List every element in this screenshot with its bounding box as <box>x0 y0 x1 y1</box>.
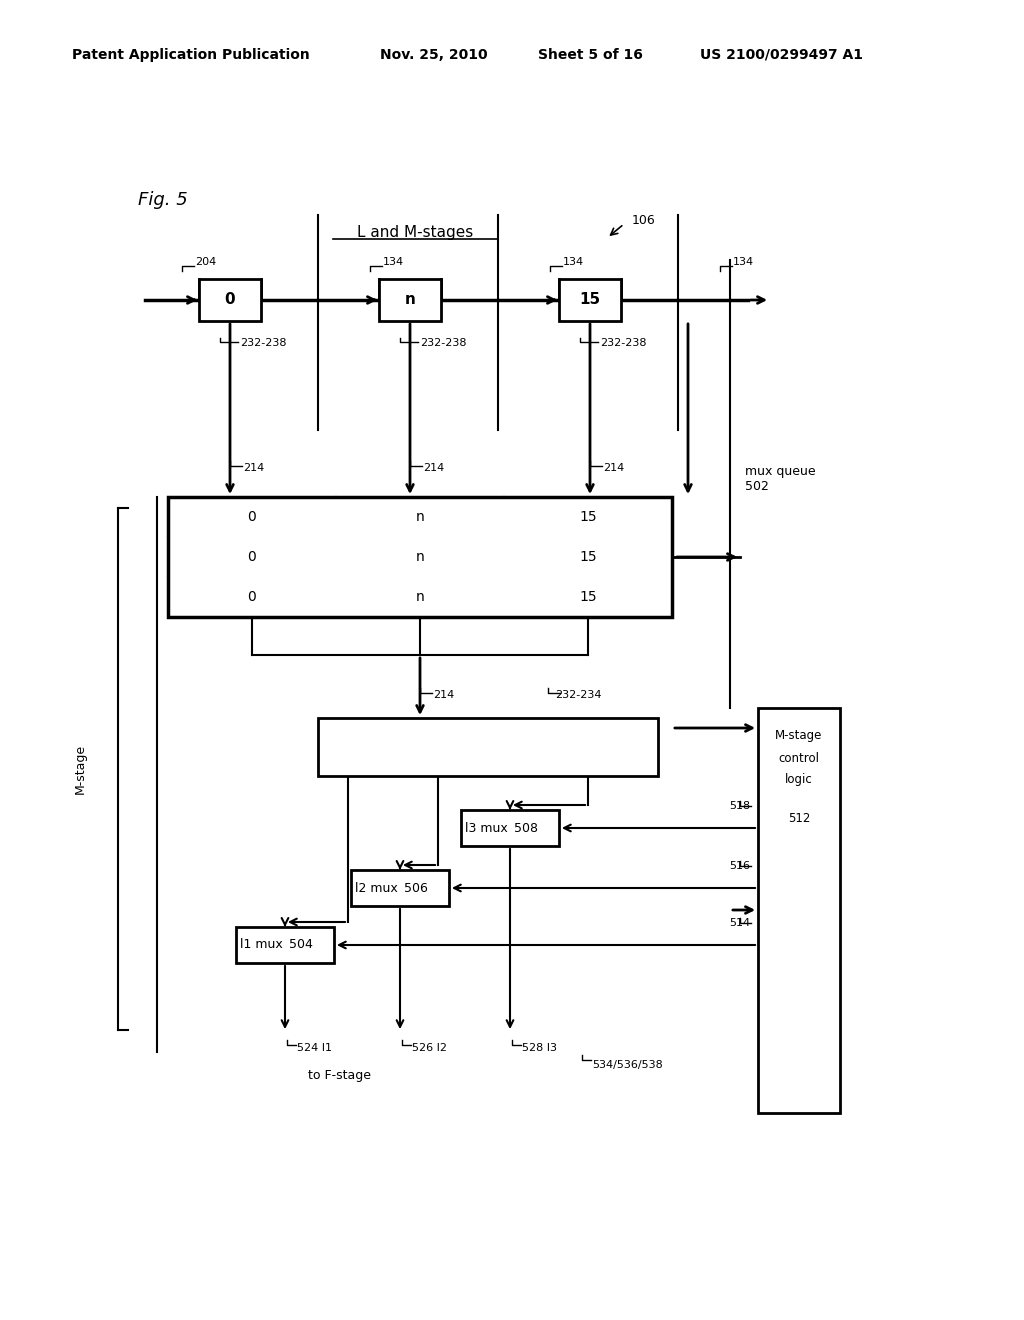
Text: 214: 214 <box>423 463 444 473</box>
Text: l1 mux: l1 mux <box>241 939 283 952</box>
Text: 204: 204 <box>195 257 216 267</box>
Text: 502: 502 <box>745 480 769 494</box>
Text: 214: 214 <box>603 463 625 473</box>
Text: 506: 506 <box>404 882 428 895</box>
Text: 508: 508 <box>514 821 538 834</box>
Bar <box>236 927 334 964</box>
Text: l3 mux: l3 mux <box>465 821 508 834</box>
Text: 134: 134 <box>383 257 404 267</box>
Text: L and M-stages: L and M-stages <box>357 224 473 239</box>
Text: 504: 504 <box>289 939 313 952</box>
Bar <box>199 279 261 321</box>
Text: US 2100/0299497 A1: US 2100/0299497 A1 <box>700 48 863 62</box>
Bar <box>351 870 449 906</box>
Text: 232-234: 232-234 <box>555 690 601 700</box>
Bar <box>461 810 559 846</box>
Bar <box>379 279 441 321</box>
Text: 534/536/538: 534/536/538 <box>592 1060 663 1071</box>
Text: 526 I2: 526 I2 <box>412 1043 447 1053</box>
Text: 232-238: 232-238 <box>600 338 646 348</box>
Text: 518: 518 <box>729 801 750 810</box>
Text: 214: 214 <box>243 463 264 473</box>
Text: Fig. 5: Fig. 5 <box>138 191 187 209</box>
Text: 106: 106 <box>632 214 655 227</box>
Text: 516: 516 <box>729 861 750 871</box>
Text: M-stage: M-stage <box>74 744 86 795</box>
Text: 214: 214 <box>433 690 455 700</box>
Text: 0: 0 <box>248 550 256 564</box>
Text: 0: 0 <box>224 293 236 308</box>
Bar <box>758 708 840 1113</box>
Text: 134: 134 <box>733 257 754 267</box>
Bar <box>318 718 658 776</box>
Text: 528 I3: 528 I3 <box>522 1043 557 1053</box>
Text: mux queue: mux queue <box>745 466 816 479</box>
Text: n: n <box>416 510 424 524</box>
Text: to F-stage: to F-stage <box>308 1068 372 1081</box>
Text: 514: 514 <box>729 917 750 928</box>
Text: 232-238: 232-238 <box>240 338 287 348</box>
Text: l2 mux: l2 mux <box>355 882 398 895</box>
Text: 134: 134 <box>563 257 584 267</box>
Text: Patent Application Publication: Patent Application Publication <box>72 48 309 62</box>
Text: Sheet 5 of 16: Sheet 5 of 16 <box>538 48 643 62</box>
Text: 15: 15 <box>580 590 597 605</box>
Text: logic: logic <box>785 774 813 787</box>
Text: n: n <box>416 590 424 605</box>
Text: control: control <box>778 751 819 764</box>
Text: 512: 512 <box>787 812 810 825</box>
Text: 0: 0 <box>248 510 256 524</box>
Text: 15: 15 <box>580 510 597 524</box>
Text: n: n <box>416 550 424 564</box>
Text: 15: 15 <box>580 293 600 308</box>
Text: 15: 15 <box>580 550 597 564</box>
Text: n: n <box>404 293 416 308</box>
Text: M-stage: M-stage <box>775 730 822 742</box>
Bar <box>559 279 621 321</box>
Bar <box>168 498 672 616</box>
Text: 0: 0 <box>248 590 256 605</box>
Text: Nov. 25, 2010: Nov. 25, 2010 <box>380 48 487 62</box>
Text: 524 I1: 524 I1 <box>297 1043 332 1053</box>
Text: 232-238: 232-238 <box>420 338 467 348</box>
